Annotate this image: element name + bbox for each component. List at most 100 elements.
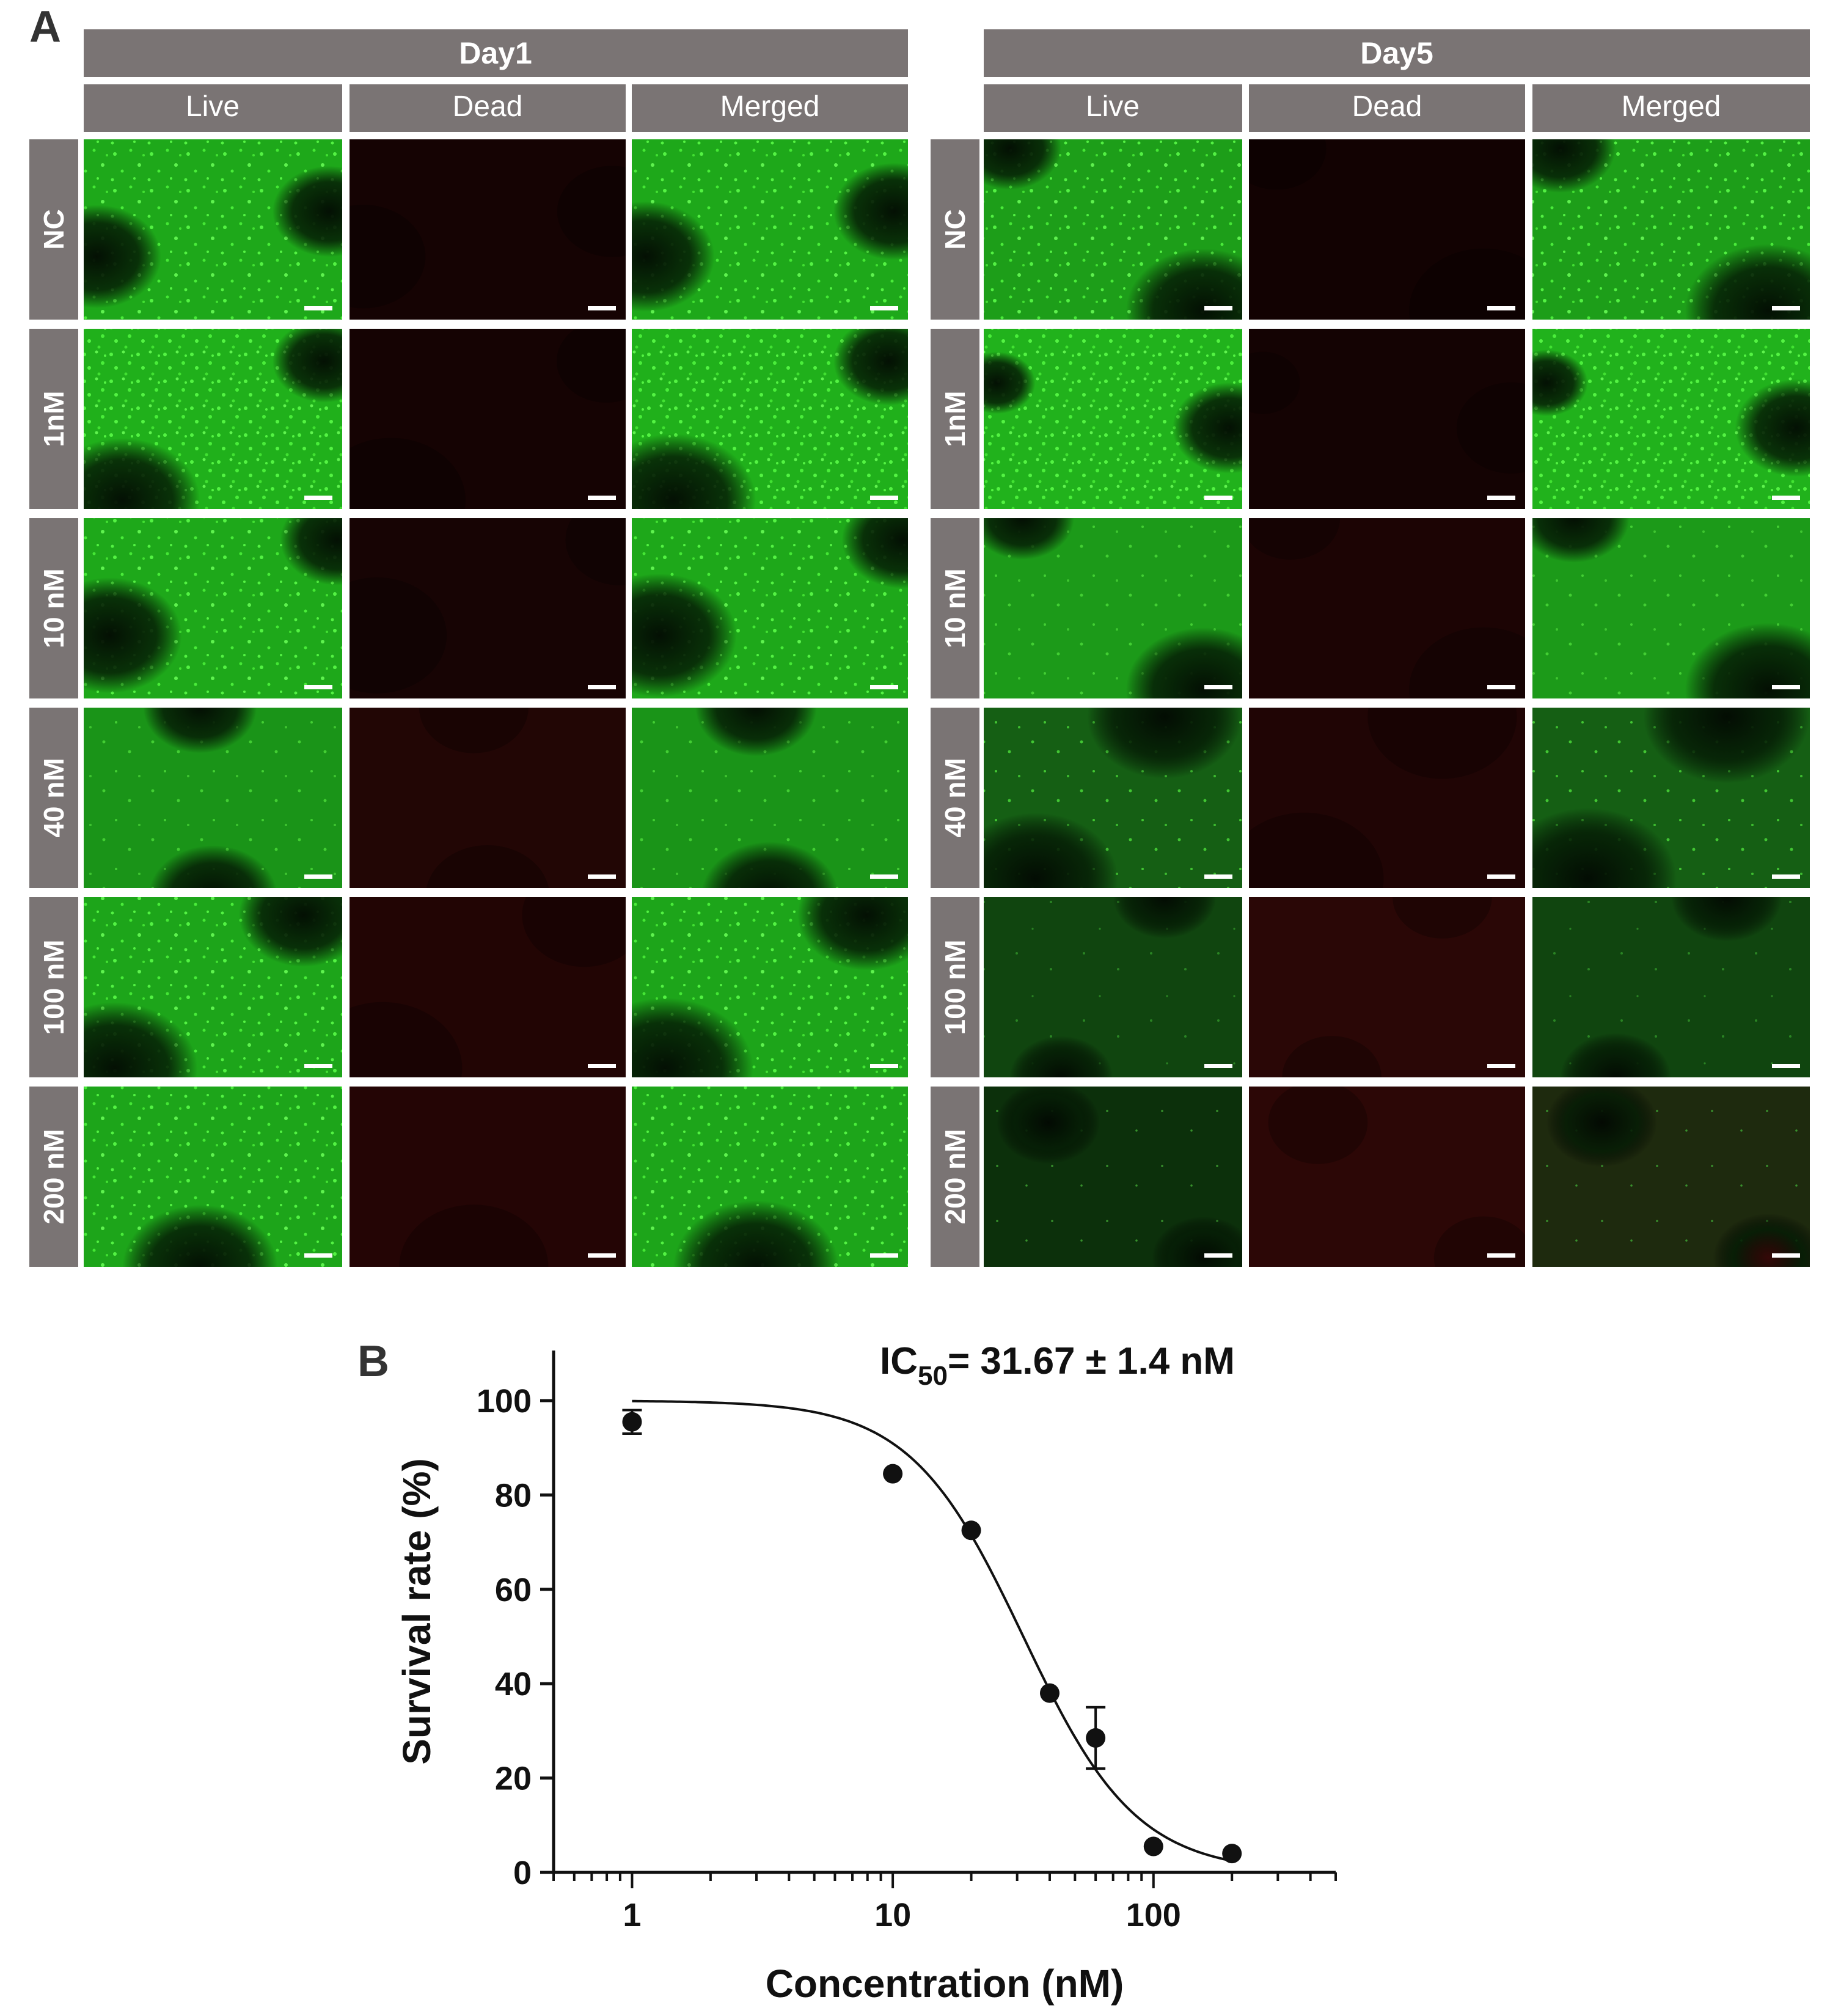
micrograph-day5-live-row2 [984, 518, 1242, 698]
micrograph-day1-live-row1 [84, 329, 342, 509]
data-point [1086, 1728, 1106, 1748]
micrograph-day5-dead-row1 [1249, 329, 1525, 509]
scale-bar [1772, 306, 1800, 310]
scale-bar [304, 1253, 332, 1258]
y-tick-label: 40 [495, 1666, 532, 1703]
row-label-text: 10 nM [38, 568, 70, 648]
row-label-text: 200 nM [939, 1129, 971, 1225]
group-header-day1: Day1 [84, 29, 908, 77]
channel-header-day1-dead: Dead [453, 90, 523, 123]
x-axis-label: Concentration (nM) [766, 1962, 1124, 2006]
data-point [883, 1464, 903, 1484]
scale-bar [1772, 1253, 1800, 1258]
scale-bar [1487, 496, 1515, 500]
row-label-day5-2: 10 nM [931, 518, 979, 698]
row-label-day1-5: 200 nM [29, 1087, 78, 1267]
micrograph-day5-dead-row2 [1249, 518, 1525, 698]
ic50-annotation: IC50= 31.67 ± 1.4 nM [880, 1340, 1235, 1391]
x-tick-label: 100 [1126, 1897, 1181, 1934]
row-label-text: 1nM [939, 391, 971, 447]
microscopy-grid: NC NC 1nM 1nM 10 nM 10 nM 40 nM 40 nM 100 nM 100 … [29, 139, 1810, 1267]
row-label-text: 100 nM [38, 940, 70, 1035]
micrograph-day5-merged-row4 [1532, 897, 1810, 1077]
micrograph-day1-merged-row0 [632, 139, 908, 320]
data-points [622, 1409, 1242, 1864]
group-header-day5: Day5 [984, 29, 1810, 77]
y-tick-label: 100 [477, 1383, 532, 1420]
micrograph-day1-merged-row1 [632, 329, 908, 509]
scale-bar [870, 496, 898, 500]
channel-header-day5-live: Live [1086, 90, 1140, 123]
data-point [622, 1412, 642, 1432]
row-label-text: 200 nM [38, 1129, 70, 1225]
fit-curve [632, 1399, 1232, 1863]
scale-bar [304, 496, 332, 500]
row-label-text: NC [38, 209, 70, 249]
y-tick-label: 20 [495, 1761, 532, 1797]
ic50-prefix: IC [880, 1340, 918, 1382]
row-label-day1-0: NC [29, 139, 78, 320]
micrograph-day5-merged-row0 [1532, 139, 1810, 320]
y-tick-label: 80 [495, 1477, 532, 1514]
panel-label-b: B [357, 1337, 389, 1386]
micrograph-day5-live-row0 [984, 139, 1242, 320]
micrograph-day1-dead-row1 [350, 329, 626, 509]
scale-bar [1204, 1064, 1232, 1068]
scale-bar [1772, 874, 1800, 879]
row-label-day1-3: 40 nM [29, 708, 78, 888]
row-label-day5-4: 100 nM [931, 897, 979, 1077]
scale-bar [304, 874, 332, 879]
scale-bar [1487, 1064, 1515, 1068]
scale-bar [1204, 496, 1232, 500]
group-title-day5: Day5 [1360, 36, 1433, 70]
micrograph-day5-merged-row3 [1532, 708, 1810, 888]
y-ticks: 0 20 40 60 80 100 [477, 1383, 554, 1891]
scale-bar [1487, 306, 1515, 310]
micrograph-day1-dead-row0 [350, 139, 626, 320]
channel-header-day1-live: Live [186, 90, 240, 123]
micrograph-day5-live-row3 [984, 708, 1242, 888]
row-label-day5-1: 1nM [931, 329, 979, 509]
micrograph-day1-merged-row3 [632, 708, 908, 888]
scale-bar [588, 874, 616, 879]
x-tick-label: 1 [623, 1897, 641, 1934]
scale-bar [304, 685, 332, 689]
row-label-text: 40 nM [939, 758, 971, 837]
ic50-value: = 31.67 ± 1.4 nM [948, 1340, 1235, 1382]
scale-bar [870, 1064, 898, 1068]
scale-bar [1204, 874, 1232, 879]
channel-headers: Live Dead Merged Live Dead Merged [84, 84, 1810, 132]
micrograph-day1-live-row2 [84, 518, 342, 698]
micrograph-day5-dead-row0 [1249, 139, 1525, 320]
scale-bar [588, 306, 616, 310]
scale-bar [870, 685, 898, 689]
micrograph-day5-live-row4 [984, 897, 1242, 1077]
scale-bar [1204, 306, 1232, 310]
data-point [1222, 1844, 1242, 1864]
micrograph-day5-dead-row4 [1249, 897, 1525, 1077]
micrograph-day5-dead-row5 [1249, 1087, 1525, 1267]
scale-bar [588, 1064, 616, 1068]
row-label-day5-3: 40 nM [931, 708, 979, 888]
channel-header-day1-merged: Merged [720, 90, 820, 123]
data-point [1039, 1683, 1060, 1703]
channel-header-day5-dead: Dead [1352, 90, 1422, 123]
micrograph-day5-merged-row2 [1532, 518, 1810, 698]
scale-bar [870, 306, 898, 310]
micrograph-day1-merged-row2 [632, 518, 908, 698]
scale-bar [870, 874, 898, 879]
y-axis-label: Survival rate (%) [395, 1458, 439, 1765]
micrograph-day1-merged-row4 [632, 897, 908, 1077]
micrograph-day5-live-row1 [984, 329, 1242, 509]
scale-bar [1204, 685, 1232, 689]
ic50-subscript: 50 [918, 1361, 948, 1391]
row-label-day1-4: 100 nM [29, 897, 78, 1077]
group-title-day1: Day1 [459, 36, 532, 70]
micrograph-day5-merged-row5 [1532, 1087, 1810, 1267]
scale-bar [1772, 496, 1800, 500]
row-label-text: NC [939, 209, 971, 249]
data-point [1143, 1836, 1163, 1857]
micrograph-day1-live-row3 [84, 708, 342, 888]
row-label-text: 40 nM [38, 758, 70, 837]
scale-bar [1487, 874, 1515, 879]
